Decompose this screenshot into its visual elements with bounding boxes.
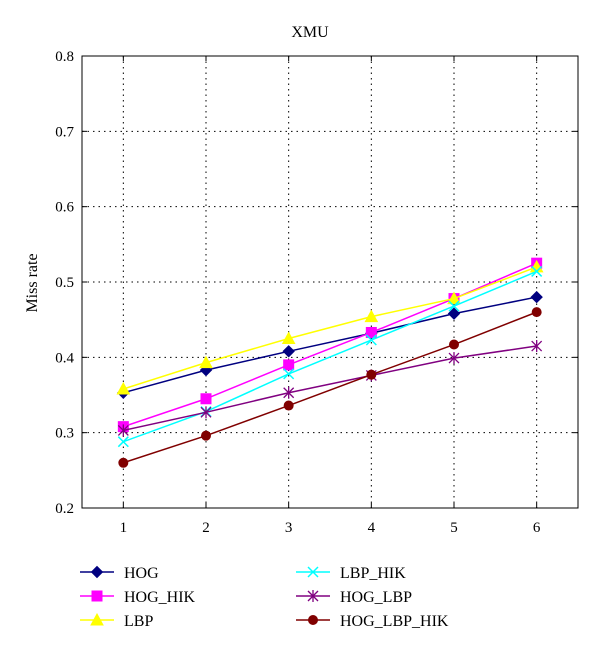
y-tick-label: 0.3 <box>55 426 74 442</box>
data-point <box>366 369 377 380</box>
data-point <box>282 345 295 358</box>
legend-label: LBP <box>124 613 153 630</box>
legend-label: HOG <box>124 565 159 582</box>
data-point <box>365 334 377 346</box>
series-lbp-hik <box>117 265 543 448</box>
x-tick-label: 2 <box>202 520 210 536</box>
data-point <box>531 265 543 277</box>
legend-marker <box>90 612 104 626</box>
legend-marker <box>307 566 319 578</box>
x-tick-label: 6 <box>533 520 541 536</box>
series-layer <box>116 257 544 468</box>
legend-marker <box>307 590 319 602</box>
data-point <box>447 291 461 305</box>
data-point <box>283 400 294 411</box>
data-point <box>281 331 296 344</box>
series-line <box>123 262 537 428</box>
axis-ticks: 1 2 3 4 5 6 0.2 0.3 0.4 0.5 0.6 0.7 0.8 <box>55 49 578 536</box>
data-point <box>117 436 129 448</box>
y-tick-label: 0.2 <box>55 501 74 517</box>
legend-marker <box>91 590 103 602</box>
x-tick-label: 4 <box>368 520 376 536</box>
data-point <box>449 339 459 350</box>
grid-lines <box>82 56 578 508</box>
data-point <box>283 359 295 371</box>
x-tick-label: 5 <box>450 520 458 536</box>
legend-label: HOG_LBP_HIK <box>340 613 449 630</box>
series-line <box>123 345 537 432</box>
legend-label: LBP_HIK <box>340 565 406 582</box>
data-point <box>365 326 377 338</box>
y-tick-label: 0.8 <box>55 49 74 65</box>
series-hog-hik <box>117 257 543 433</box>
data-point <box>531 307 542 318</box>
legend-marker <box>308 615 318 625</box>
data-point <box>200 406 212 419</box>
y-tick-label: 0.7 <box>55 124 74 140</box>
y-tick-label: 0.5 <box>55 275 74 291</box>
series-lbp <box>116 259 544 395</box>
data-point <box>531 340 543 353</box>
x-tick-label: 3 <box>285 520 293 536</box>
series-line <box>123 270 537 443</box>
data-point <box>283 386 295 399</box>
legend-item: LBP <box>80 612 153 630</box>
legend-item: LBP_HIK <box>296 565 406 582</box>
legend-item: HOG_HIK <box>80 589 196 606</box>
data-point <box>447 307 461 320</box>
data-point <box>448 300 460 312</box>
series-line <box>123 311 537 464</box>
x-tick-label: 1 <box>120 520 128 536</box>
data-point <box>283 368 295 380</box>
legend-item: HOG_LBP <box>296 589 412 606</box>
legend-label: HOG_HIK <box>124 589 196 606</box>
y-tick-label: 0.4 <box>55 350 74 366</box>
data-point <box>117 424 129 437</box>
y-axis-label: Miss rate <box>24 253 41 312</box>
data-point <box>116 381 131 395</box>
series-hog-lbp <box>117 340 543 437</box>
data-point <box>201 430 211 441</box>
legend-marker <box>90 565 104 579</box>
legend-item: HOG_LBP_HIK <box>296 613 449 630</box>
data-point <box>199 355 213 369</box>
y-tick-label: 0.6 <box>55 200 74 216</box>
series-hog <box>117 290 543 399</box>
series-hog-lbp-hik <box>118 307 542 468</box>
legend: HOG HOG_HIK LBP LBP_HIK HOG_LBP HOG_LBP_HIK <box>80 565 449 630</box>
series-line <box>123 266 537 390</box>
series-line <box>123 296 537 394</box>
data-point <box>200 393 212 405</box>
data-point <box>448 352 460 365</box>
data-point <box>530 290 543 304</box>
legend-label: HOG_LBP <box>340 589 412 606</box>
data-point <box>118 457 129 468</box>
data-point <box>364 309 379 323</box>
chart-title: XMU <box>291 24 329 41</box>
legend-item: HOG <box>80 565 159 582</box>
